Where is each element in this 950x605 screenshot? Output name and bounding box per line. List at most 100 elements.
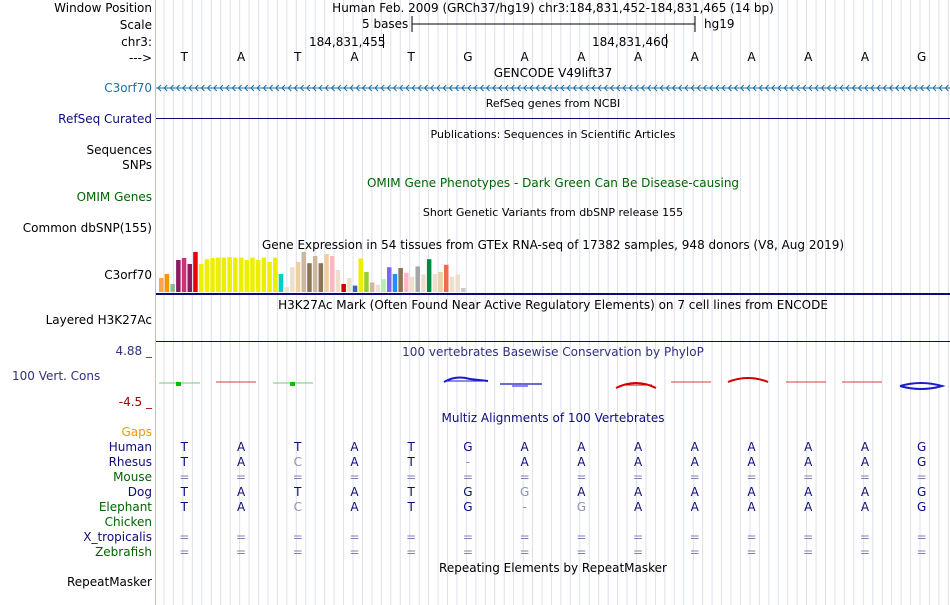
gtex-tissue-bar[interactable] <box>438 272 443 292</box>
repeatmasker-track-label[interactable]: RepeatMasker <box>66 575 152 589</box>
gtex-track-label[interactable]: C3orf70 <box>104 268 152 282</box>
gtex-tissue-bar[interactable] <box>244 260 250 292</box>
phylop-track-label[interactable]: 100 Vert. Cons <box>12 369 101 383</box>
gencode-track-title[interactable]: GENCODE V49lift37 <box>493 66 613 80</box>
gtex-tissue-bar[interactable] <box>164 274 170 292</box>
gtex-tissue-bar[interactable] <box>238 257 244 292</box>
gtex-tissue-bar[interactable] <box>210 258 215 292</box>
gtex-tissue-bar[interactable] <box>449 276 455 292</box>
gtex-tissue-bar[interactable] <box>409 276 415 292</box>
gtex-tissue-bar[interactable] <box>432 274 438 292</box>
gtex-tissue-bar[interactable] <box>204 259 210 292</box>
gtex-tissue-bar[interactable] <box>170 284 175 292</box>
multiz-species-label[interactable]: Chicken <box>104 515 152 529</box>
dbsnp-track-title[interactable]: Short Genetic Variants from dbSNP releas… <box>422 206 684 219</box>
gtex-tissue-bar[interactable] <box>398 268 403 292</box>
gtex-tissue-bar[interactable] <box>375 284 381 292</box>
multiz-species-label[interactable]: Zebrafish <box>95 545 152 559</box>
gencode-gene-feature[interactable] <box>156 82 950 94</box>
gtex-tissue-bar[interactable] <box>426 259 432 292</box>
dna-base: T <box>294 50 302 64</box>
multiz-base: = <box>179 530 190 544</box>
gtex-tissue-bar[interactable] <box>221 257 227 292</box>
refseq-track-label[interactable]: RefSeq Curated <box>58 112 152 126</box>
gtex-tissue-bar[interactable] <box>290 267 295 292</box>
phylop-track-title[interactable]: 100 vertebrates Basewise Conservation by… <box>402 345 704 359</box>
gencode-gene-label[interactable]: C3orf70 <box>104 81 152 95</box>
coord-tick-1 <box>383 34 384 48</box>
gtex-tissue-bar[interactable] <box>324 254 329 292</box>
multiz-track-title[interactable]: Multiz Alignments of 100 Vertebrates <box>441 411 665 425</box>
gtex-tissue-bar[interactable] <box>255 260 261 292</box>
gtex-tissue-bar[interactable] <box>301 252 307 292</box>
gtex-tissue-bar[interactable] <box>278 274 284 292</box>
gtex-track-title[interactable]: Gene Expression in 54 tissues from GTEx … <box>261 238 845 252</box>
multiz-base: A <box>236 455 246 469</box>
multiz-base: A <box>690 455 699 469</box>
phylop-conservation-graph[interactable] <box>156 372 950 394</box>
gtex-tissue-bar[interactable] <box>307 263 312 292</box>
h3k27ac-track-title[interactable]: H3K27Ac Mark (Often Found Near Active Re… <box>278 298 828 312</box>
gtex-tissue-bar[interactable] <box>176 260 181 292</box>
multiz-species-label[interactable]: Dog <box>127 485 152 499</box>
multiz-base: A <box>633 500 643 514</box>
multiz-species-label[interactable]: X_tropicalis <box>83 530 152 544</box>
publications-track-title[interactable]: Publications: Sequences in Scientific Ar… <box>430 128 676 141</box>
gtex-tissue-bar[interactable] <box>455 274 460 292</box>
multiz-base: A <box>350 500 359 514</box>
gtex-tissue-bar[interactable] <box>369 282 375 292</box>
gtex-tissue-bar[interactable] <box>364 272 369 292</box>
multiz-base: A <box>690 500 699 514</box>
gtex-tissue-bar[interactable] <box>387 267 392 292</box>
gtex-tissue-bar[interactable] <box>267 262 272 292</box>
gtex-tissue-bar[interactable] <box>295 262 301 292</box>
multiz-species-label[interactable]: Rhesus <box>108 455 152 469</box>
gtex-tissue-bar[interactable] <box>341 284 346 292</box>
gtex-track-baseline <box>156 293 950 295</box>
gtex-tissue-bar[interactable] <box>250 257 255 292</box>
multiz-species-label[interactable]: Human <box>108 440 152 454</box>
h3k27ac-track-label[interactable]: Layered H3K27Ac <box>45 313 152 327</box>
gtex-tissue-bar[interactable] <box>392 274 398 292</box>
gtex-tissue-bar[interactable] <box>227 257 232 292</box>
gtex-tissue-bar[interactable] <box>444 264 449 292</box>
multiz-base: T <box>407 440 415 454</box>
gtex-tissue-bar[interactable] <box>261 257 267 292</box>
refseq-track-title[interactable]: RefSeq genes from NCBI <box>485 97 621 110</box>
gtex-tissue-bar[interactable] <box>330 256 335 292</box>
refseq-gene-feature[interactable] <box>156 118 950 119</box>
gtex-tissue-bar[interactable] <box>216 257 221 292</box>
gtex-tissue-bar[interactable] <box>181 258 187 292</box>
gtex-tissue-bar[interactable] <box>335 270 341 292</box>
gtex-expression-chart[interactable] <box>156 250 536 294</box>
gtex-tissue-bar[interactable] <box>461 288 466 292</box>
gtex-tissue-bar[interactable] <box>284 287 289 292</box>
gtex-tissue-bar[interactable] <box>273 257 278 292</box>
multiz-species-label[interactable]: Elephant <box>98 500 152 514</box>
omim-track-title[interactable]: OMIM Gene Phenotypes - Dark Green Can Be… <box>366 176 740 190</box>
dbsnp-track-label[interactable]: Common dbSNP(155) <box>22 221 152 235</box>
omim-track-label[interactable]: OMIM Genes <box>76 190 152 204</box>
multiz-gaps-label[interactable]: Gaps <box>121 425 152 439</box>
publications-snps-label[interactable]: SNPs <box>122 158 152 172</box>
gtex-tissue-bar[interactable] <box>159 278 164 292</box>
gtex-tissue-bar[interactable] <box>198 264 204 292</box>
multiz-base: = <box>803 470 814 484</box>
gtex-tissue-bar[interactable] <box>352 285 358 292</box>
gtex-tissue-bar[interactable] <box>358 258 364 292</box>
gtex-tissue-bar[interactable] <box>381 279 386 292</box>
multiz-species-label[interactable]: Mouse <box>113 470 152 484</box>
gtex-tissue-bar[interactable] <box>347 278 352 292</box>
gtex-tissue-bar[interactable] <box>318 263 324 292</box>
multiz-base: = <box>349 530 360 544</box>
repeatmasker-track-title[interactable]: Repeating Elements by RepeatMasker <box>439 561 667 575</box>
publications-sequences-label[interactable]: Sequences <box>86 143 152 157</box>
gtex-tissue-bar[interactable] <box>404 272 409 292</box>
gtex-tissue-bar[interactable] <box>415 266 421 292</box>
gtex-tissue-bar[interactable] <box>312 256 318 292</box>
gtex-tissue-bar[interactable] <box>193 252 198 292</box>
gtex-tissue-bar[interactable] <box>421 274 426 292</box>
gtex-tissue-bar[interactable] <box>187 264 193 292</box>
multiz-base: = <box>236 545 247 559</box>
gtex-tissue-bar[interactable] <box>233 257 238 292</box>
